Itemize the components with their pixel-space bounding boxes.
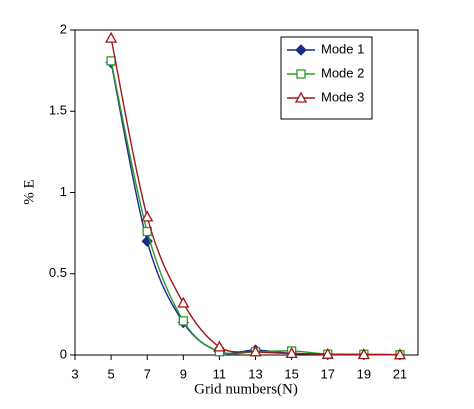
y-tick-label: 1.5 bbox=[49, 103, 67, 118]
x-tick-label: 19 bbox=[357, 366, 371, 381]
marker bbox=[141, 235, 153, 247]
x-axis-label: Grid numbers(N) bbox=[194, 381, 298, 397]
marker bbox=[249, 345, 262, 357]
y-tick-label: 1 bbox=[60, 184, 67, 199]
x-tick-label: 17 bbox=[321, 366, 335, 381]
y-tick-label: 0.5 bbox=[49, 265, 67, 280]
y-tick-label: 0 bbox=[60, 346, 67, 361]
marker bbox=[177, 296, 190, 308]
x-tick-label: 21 bbox=[393, 366, 407, 381]
x-tick-label: 11 bbox=[213, 366, 227, 381]
x-tick-label: 9 bbox=[180, 366, 187, 381]
legend-label: Mode 1 bbox=[321, 41, 364, 56]
legend-marker bbox=[296, 69, 306, 79]
x-tick-label: 3 bbox=[71, 366, 78, 381]
marker bbox=[357, 348, 370, 360]
y-axis-label: % E bbox=[21, 179, 37, 204]
marker bbox=[393, 348, 407, 360]
legend-marker bbox=[294, 91, 308, 103]
marker bbox=[105, 31, 118, 43]
marker bbox=[213, 340, 226, 352]
marker bbox=[178, 316, 188, 326]
marker bbox=[321, 347, 334, 359]
x-tick-label: 13 bbox=[248, 366, 262, 381]
legend-label: Mode 3 bbox=[321, 89, 364, 104]
y-tick-label: 2 bbox=[60, 21, 67, 36]
marker bbox=[141, 210, 154, 222]
marker bbox=[285, 347, 298, 359]
x-tick-label: 15 bbox=[284, 366, 298, 381]
x-tick-label: 5 bbox=[107, 366, 114, 381]
marker bbox=[106, 56, 116, 66]
legend-label: Mode 2 bbox=[321, 65, 364, 80]
legend-marker bbox=[295, 44, 307, 56]
x-tick-label: 7 bbox=[144, 366, 151, 381]
